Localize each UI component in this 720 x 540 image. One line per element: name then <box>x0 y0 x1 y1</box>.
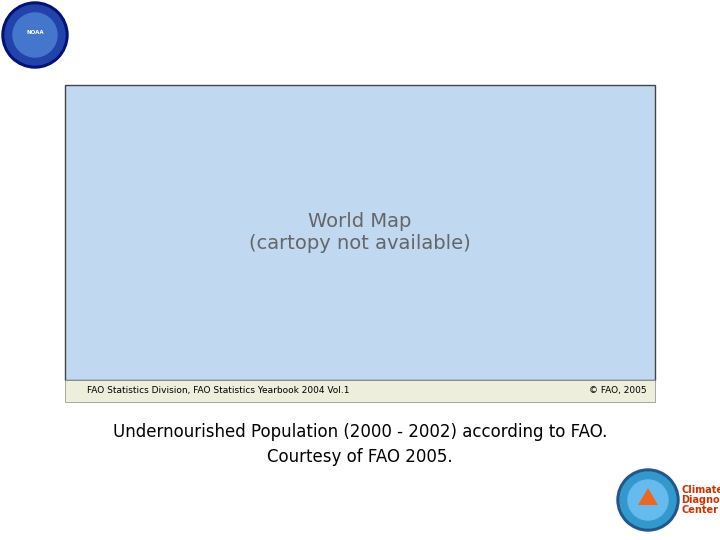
Text: Center: Center <box>681 505 718 515</box>
Bar <box>65 85 655 380</box>
Text: Diagnostics: Diagnostics <box>681 495 720 505</box>
Circle shape <box>617 469 679 531</box>
Text: © FAO, 2005: © FAO, 2005 <box>590 387 647 395</box>
Circle shape <box>5 5 65 65</box>
Circle shape <box>620 472 676 528</box>
Circle shape <box>2 2 68 68</box>
Polygon shape <box>638 488 658 505</box>
Text: FAO Statistics Division, FAO Statistics Yearbook 2004 Vol.1: FAO Statistics Division, FAO Statistics … <box>87 387 349 395</box>
Text: World Map
(cartopy not available): World Map (cartopy not available) <box>249 212 471 253</box>
Text: Undernourished Population (2000 - 2002) according to FAO.: Undernourished Population (2000 - 2002) … <box>113 423 607 441</box>
Circle shape <box>13 13 57 57</box>
Bar <box>65 380 655 402</box>
Text: Climate: Climate <box>681 485 720 495</box>
Text: Courtesy of FAO 2005.: Courtesy of FAO 2005. <box>267 448 453 466</box>
Text: NOAA: NOAA <box>26 30 44 36</box>
Circle shape <box>628 480 668 520</box>
